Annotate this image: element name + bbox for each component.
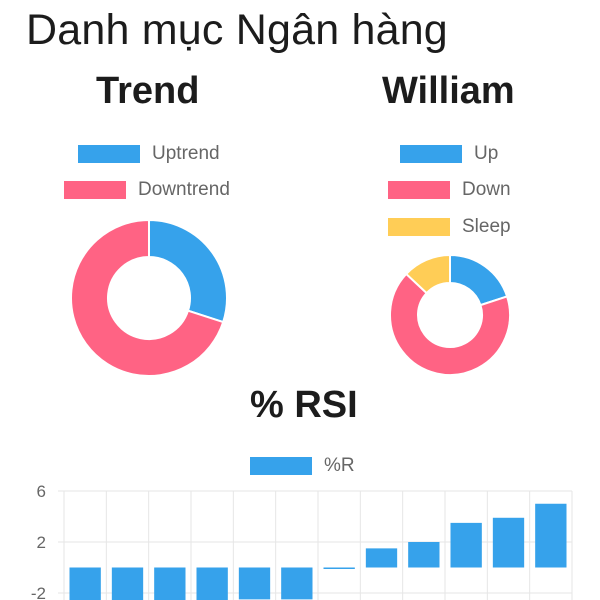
rsi-bar-chart: 6 2 -2 <box>31 482 573 600</box>
legend-item-down[interactable]: Down <box>388 178 511 202</box>
legend-swatch-r <box>250 457 312 475</box>
rsi-bar-10[interactable] <box>450 522 482 568</box>
legend-label-sleep: Sleep <box>462 216 511 237</box>
william-slice-sleep[interactable] <box>404 253 451 295</box>
legend-swatch-up <box>400 145 462 163</box>
legend-item-up[interactable]: Up <box>400 142 498 166</box>
rsi-bar-3[interactable] <box>154 567 186 600</box>
page-title: Danh mục Ngân hàng <box>26 6 448 54</box>
rsi-y-tick-label: -2 <box>31 584 46 600</box>
rsi-chart-title: % RSI <box>250 384 358 426</box>
rsi-bar-2[interactable] <box>111 567 144 600</box>
rsi-bar-6[interactable] <box>281 567 313 600</box>
legend-label-down: Down <box>462 179 511 200</box>
legend-label-downtrend: Downtrend <box>138 179 230 200</box>
rsi-bar-11[interactable] <box>492 517 525 568</box>
legend-item-downtrend[interactable]: Downtrend <box>64 178 230 202</box>
rsi-bar-4[interactable] <box>196 567 228 600</box>
legend-item-uptrend[interactable]: Uptrend <box>78 142 220 166</box>
legend-swatch-downtrend <box>64 181 126 199</box>
legend-item-r[interactable]: %R <box>250 454 355 478</box>
trend-donut-chart <box>70 218 228 377</box>
trend-slice-downtrend[interactable] <box>70 218 225 377</box>
legend-label-up: Up <box>474 143 499 164</box>
legend-swatch-uptrend <box>78 145 140 163</box>
rsi-y-tick-label: 6 <box>37 482 46 501</box>
legend-swatch-down <box>388 181 450 199</box>
trend-chart-title: Trend <box>96 70 200 112</box>
rsi-bar-9[interactable] <box>408 542 440 568</box>
rsi-bar-7[interactable] <box>323 567 355 570</box>
rsi-bar-8[interactable] <box>365 548 398 568</box>
legend-label-r: %R <box>324 455 355 476</box>
legend-label-uptrend: Uptrend <box>152 143 220 164</box>
rsi-y-tick-label: 2 <box>37 533 46 552</box>
william-chart-title: William <box>382 70 515 112</box>
william-donut-chart <box>389 253 511 376</box>
william-slice-up[interactable] <box>449 253 509 307</box>
rsi-bar-12[interactable] <box>535 503 567 568</box>
rsi-bar-5[interactable] <box>238 567 271 600</box>
legend-item-sleep[interactable]: Sleep <box>388 215 511 239</box>
william-slice-down[interactable] <box>389 272 511 376</box>
rsi-bar-1[interactable] <box>69 567 101 600</box>
legend-swatch-sleep <box>388 218 450 236</box>
trend-slice-uptrend[interactable] <box>148 218 228 324</box>
